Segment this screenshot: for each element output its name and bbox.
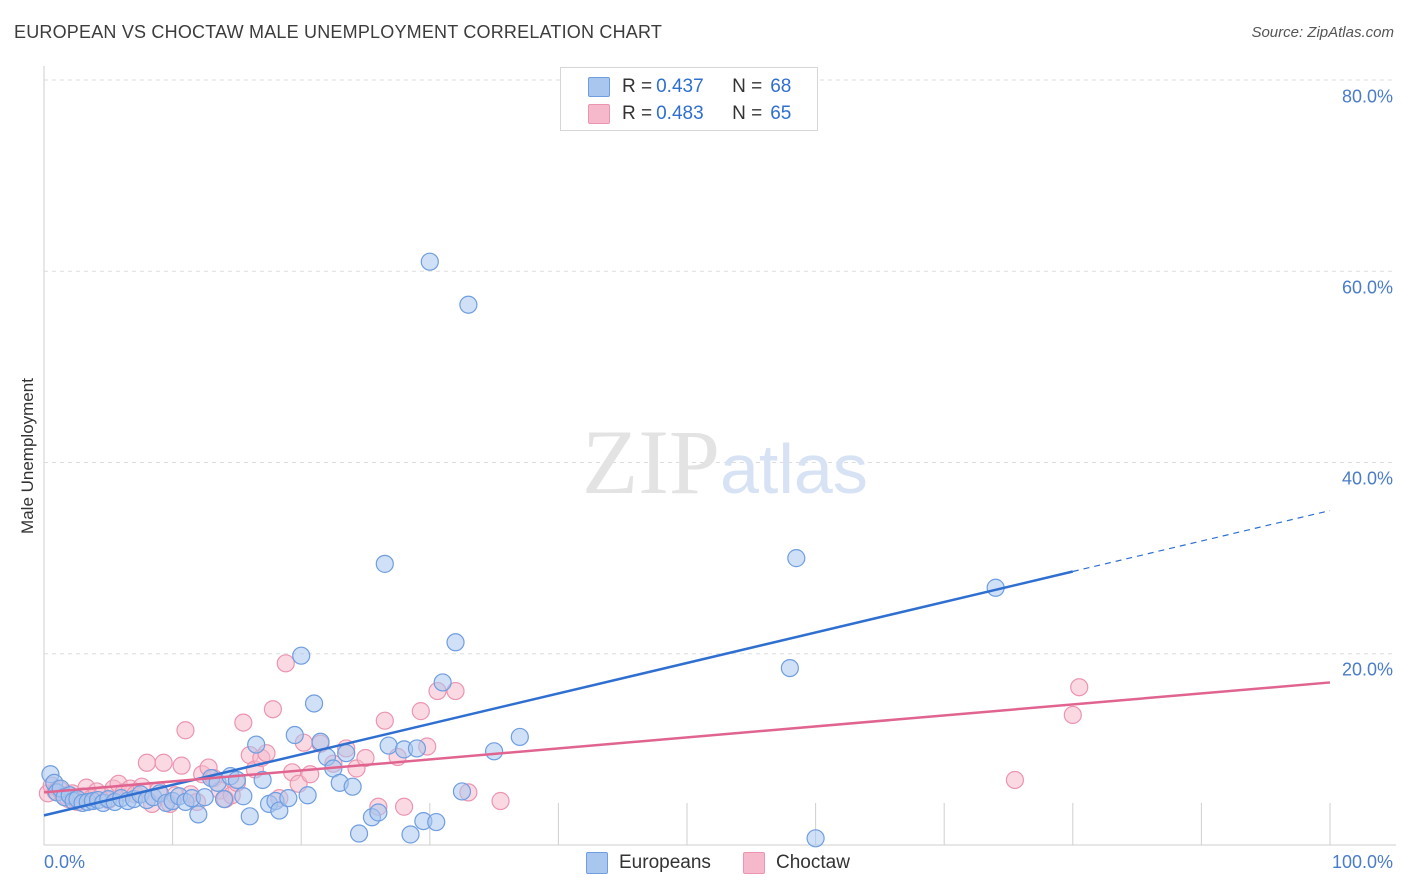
legend-item-choctaw: Choctaw [743, 852, 850, 874]
europeans-point [806, 829, 825, 848]
europeans-point [407, 739, 427, 758]
n-value: 68 [770, 76, 792, 97]
europeans-point [379, 736, 398, 755]
europeans-point [452, 782, 472, 801]
choctaw-point [276, 654, 295, 673]
choctaw-swatch [588, 104, 610, 124]
choctaw-point [375, 711, 394, 730]
choctaw-point [176, 721, 195, 740]
europeans-trend-line [43, 570, 1074, 817]
choctaw-point [491, 791, 510, 811]
europeans-swatch [588, 77, 610, 97]
europeans-point [234, 787, 253, 806]
europeans-point [304, 694, 324, 713]
legend-item-europeans: Europeans [586, 852, 711, 874]
choctaw-point [154, 753, 173, 772]
europeans-legend-label: Europeans [619, 852, 711, 873]
r-value: 0.483 [656, 103, 704, 124]
r-label: R = [622, 76, 653, 97]
n-label: N = [732, 103, 763, 124]
europeans-point [369, 803, 388, 822]
choctaw-legend-swatch [743, 852, 765, 874]
europeans-point [214, 789, 234, 809]
x-tick-label-max: 100.0% [1331, 852, 1393, 872]
legend-row-europeans: R = 0.437 N = 68 [588, 76, 791, 98]
choctaw-point [1005, 770, 1025, 790]
choctaw-point [394, 797, 414, 816]
europeans-point [446, 633, 465, 652]
europeans-point [189, 805, 208, 824]
y-tick-label: 60.0% [1341, 277, 1393, 298]
choctaw-trend-line [43, 681, 1331, 794]
source-label: Source: ZipAtlas.com [1251, 24, 1394, 41]
europeans-point [787, 549, 806, 568]
choctaw-point [172, 756, 191, 775]
choctaw-point [446, 681, 465, 701]
europeans-point [298, 786, 317, 805]
correlation-legend: R = 0.437 N = 68 R = 0.483 N = 65 [560, 67, 818, 131]
europeans-point [485, 742, 504, 761]
europeans-point [375, 554, 394, 573]
choctaw-point [1063, 705, 1082, 725]
choctaw-point [1070, 678, 1089, 697]
europeans-point [420, 252, 439, 271]
europeans-point [343, 777, 362, 796]
europeans-point [270, 801, 289, 820]
europeans-point [253, 770, 272, 790]
europeans-point [227, 770, 246, 790]
europeans-point [195, 788, 214, 807]
choctaw-point [234, 713, 253, 732]
watermark-atlas: atlas [720, 430, 868, 508]
europeans-point [240, 807, 259, 826]
x-tick-label-min: 0.0% [44, 852, 86, 872]
europeans-point [427, 812, 446, 832]
n-value: 65 [770, 103, 792, 124]
y-tick-label: 40.0% [1341, 468, 1393, 489]
europeans-point [279, 789, 298, 808]
r-value: 0.437 [656, 76, 704, 97]
europeans-point [285, 725, 304, 745]
europeans-point [510, 727, 529, 747]
europeans-points [41, 252, 1005, 848]
europeans-point [247, 735, 266, 754]
europeans-trend-extension [1072, 509, 1331, 573]
europeans-point [292, 646, 311, 665]
choctaw-point [263, 700, 283, 719]
europeans-point [780, 658, 799, 678]
choctaw-point [356, 748, 375, 768]
y-tick-label: 20.0% [1341, 659, 1393, 680]
y-tick-label: 80.0% [1341, 86, 1393, 107]
europeans-legend-swatch [586, 852, 608, 874]
n-label: N = [732, 76, 763, 97]
chart-title: EUROPEAN VS CHOCTAW MALE UNEMPLOYMENT CO… [14, 22, 663, 42]
r-label: R = [622, 103, 653, 124]
watermark-zip: ZIP [582, 411, 720, 513]
choctaw-point [137, 753, 156, 772]
choctaw-legend-label: Choctaw [776, 852, 850, 873]
legend-row-choctaw: R = 0.483 N = 65 [588, 103, 791, 125]
europeans-point [349, 824, 369, 843]
europeans-point [337, 744, 356, 763]
choctaw-point [411, 702, 430, 721]
trend-lines [43, 509, 1331, 817]
europeans-point [459, 295, 478, 314]
europeans-point [401, 825, 420, 844]
europeans-point [433, 673, 452, 692]
